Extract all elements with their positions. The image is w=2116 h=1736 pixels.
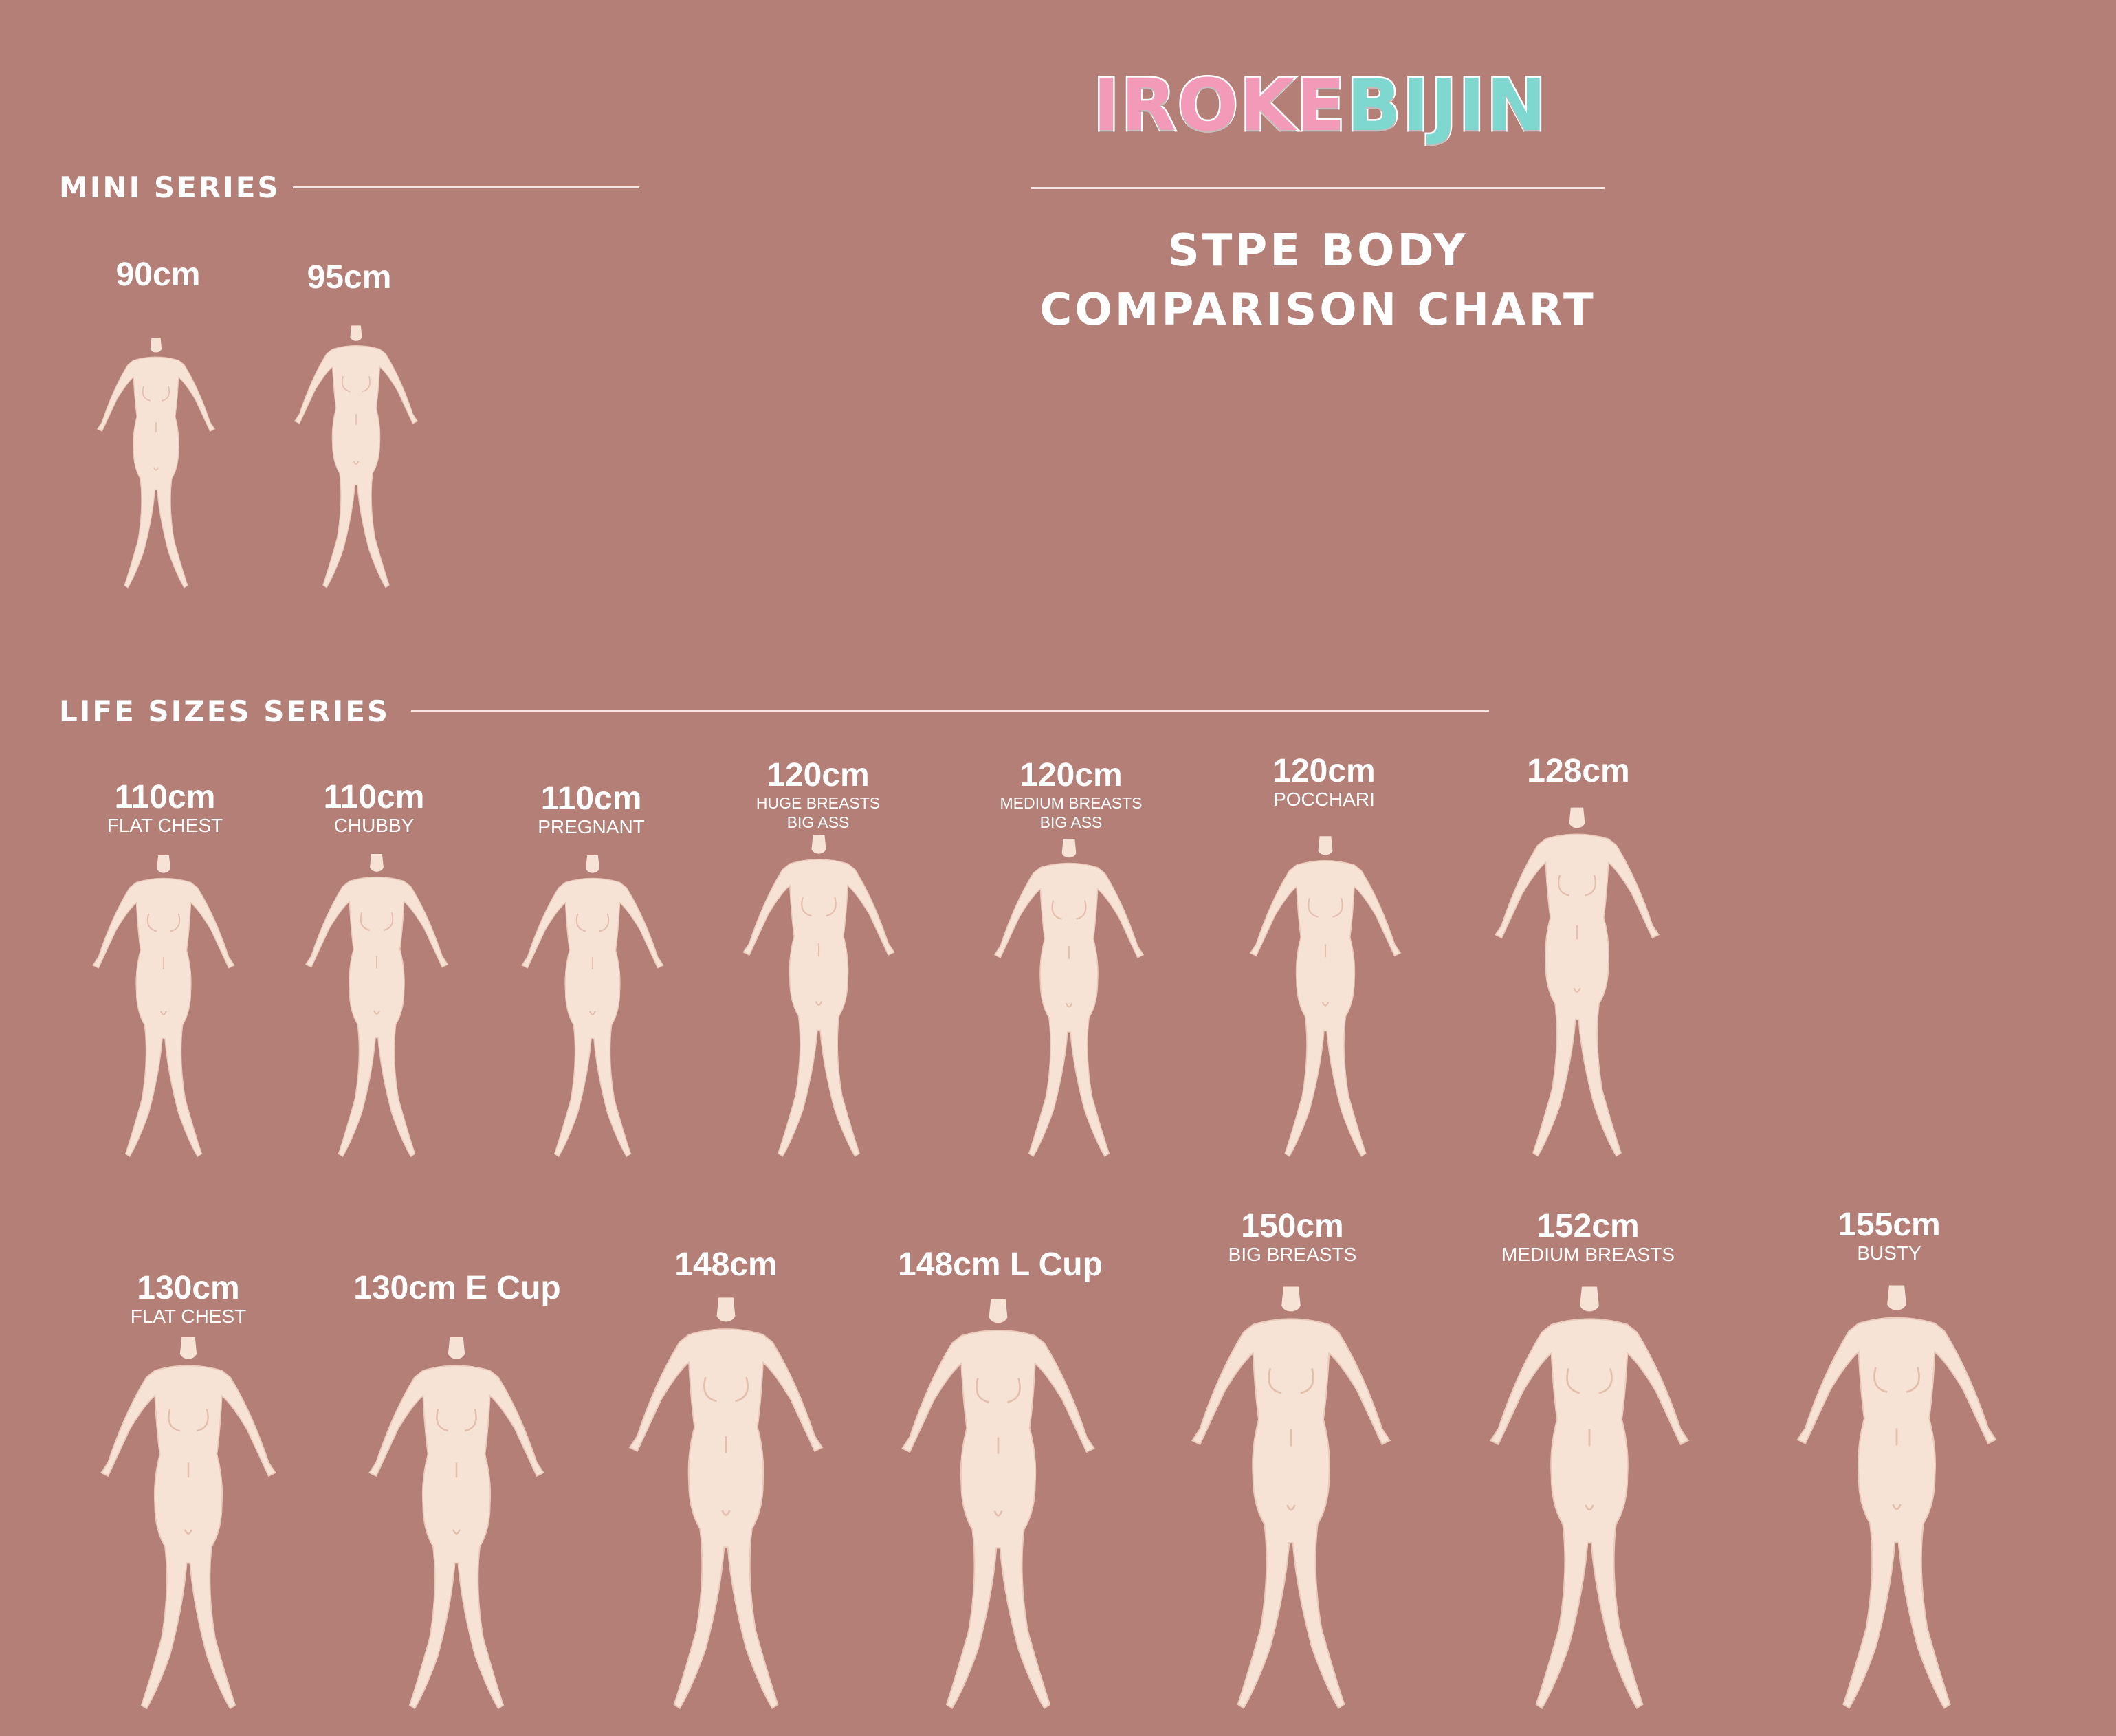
- logo-text-teal: BIJIN: [1345, 62, 1548, 149]
- body-figure: [1495, 806, 1660, 1157]
- brand-logo: IROKEBIJIN: [1092, 62, 1548, 149]
- variant-label-1: MEDIUM BREASTS: [1000, 794, 1143, 812]
- life-item-155-busty: 155cm BUSTY: [1793, 1207, 1985, 1264]
- life-item-150-big-breasts: 150cm BIG BREASTS: [1196, 1209, 1389, 1265]
- body-figure: [901, 1298, 1095, 1709]
- size-label: 148cm L Cup: [898, 1246, 1103, 1283]
- body-figure: [1191, 1286, 1391, 1709]
- mini-item-90: 90cm: [76, 257, 241, 293]
- size-label: 148cm: [674, 1246, 778, 1283]
- variant-label-2: BIG ASS: [1039, 813, 1103, 831]
- life-item-120-pocchari: 120cm POCCHARI: [1228, 754, 1420, 810]
- life-series-rule: [411, 710, 1489, 712]
- variant-label: CHUBBY: [333, 815, 415, 836]
- variant-label-2: BIG ASS: [786, 813, 850, 831]
- size-label: 128cm: [1527, 753, 1630, 789]
- mini-series-rule: [293, 186, 639, 188]
- life-series-heading: LIFE SIZES SERIES: [59, 694, 390, 728]
- mini-item-95: 95cm: [267, 260, 432, 296]
- variant-label: FLAT CHEST: [130, 1306, 247, 1327]
- size-label: 110cm: [323, 779, 425, 815]
- body-figure: [628, 1297, 824, 1709]
- body-figure: [97, 337, 215, 589]
- size-label: 150cm: [1241, 1208, 1344, 1244]
- variant-label: BUSTY: [1857, 1242, 1921, 1264]
- body-figure: [1249, 835, 1402, 1157]
- life-item-110-pregnant: 110cm PREGNANT: [495, 781, 687, 837]
- size-label: 120cm: [1272, 753, 1376, 789]
- size-label: 90cm: [115, 256, 201, 293]
- body-figure: [993, 838, 1145, 1157]
- body-figure: [368, 1336, 544, 1710]
- life-item-120-huge-breasts: 120cm HUGE BREASTS BIG ASS: [722, 758, 914, 832]
- body-figure: [305, 853, 449, 1158]
- title-divider: [1031, 187, 1605, 189]
- body-figure: [92, 854, 235, 1158]
- life-item-120-medium-breasts: 120cm MEDIUM BREASTS BIG ASS: [975, 758, 1167, 832]
- body-figure: [294, 325, 419, 589]
- variant-label: FLAT CHEST: [107, 815, 223, 836]
- size-label: 120cm: [767, 757, 870, 793]
- body-figure: [742, 834, 895, 1157]
- size-label: 152cm: [1536, 1208, 1640, 1244]
- life-item-152-medium-breasts: 152cm MEDIUM BREASTS: [1478, 1209, 1698, 1265]
- size-label: 110cm: [540, 780, 642, 817]
- variant-label: MEDIUM BREASTS: [1501, 1244, 1675, 1265]
- variant-label-1: HUGE BREASTS: [756, 794, 881, 812]
- life-item-130-e-cup: 130cm E Cup: [344, 1271, 571, 1306]
- variant-label: POCCHARI: [1273, 789, 1375, 810]
- life-item-148: 148cm: [630, 1247, 822, 1283]
- life-item-148-l-cup: 148cm L Cup: [887, 1247, 1114, 1283]
- body-figure: [521, 854, 664, 1158]
- body-figure: [1796, 1284, 1997, 1709]
- title-line-1: STPE BODY: [1167, 226, 1468, 276]
- size-label: 155cm: [1838, 1207, 1941, 1243]
- variant-label: PREGNANT: [538, 816, 645, 837]
- variant-label: BIG BREASTS: [1228, 1244, 1357, 1265]
- mini-series-heading: MINI SERIES: [59, 171, 280, 204]
- body-figure: [1490, 1286, 1689, 1709]
- size-label: 95cm: [307, 259, 392, 296]
- life-item-128: 128cm: [1482, 754, 1675, 789]
- size-label: 120cm: [1020, 757, 1123, 793]
- size-label: 110cm: [114, 779, 216, 815]
- life-item-110-flat-chest: 110cm FLAT CHEST: [69, 780, 261, 836]
- size-label: 130cm E Cup: [353, 1270, 561, 1306]
- life-item-110-chubby: 110cm CHUBBY: [278, 780, 470, 836]
- logo-text-pink: IROKE: [1092, 62, 1347, 149]
- life-item-130-flat-chest: 130cm FLAT CHEST: [92, 1271, 285, 1327]
- size-label: 130cm: [137, 1270, 240, 1306]
- title-line-2: COMPARISON CHART: [1039, 285, 1596, 336]
- page-title: STPE BODY COMPARISON CHART: [990, 221, 1646, 340]
- body-figure: [100, 1336, 276, 1710]
